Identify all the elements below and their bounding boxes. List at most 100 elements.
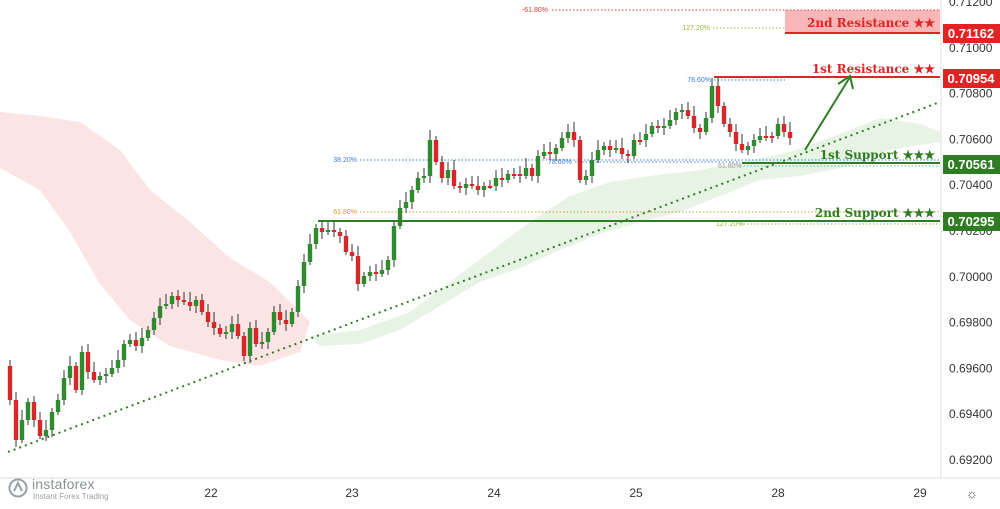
candle-body xyxy=(61,378,67,400)
candle-body xyxy=(751,140,757,146)
candle-body xyxy=(49,412,55,430)
y-tick-label-1: 0.71000 xyxy=(949,41,993,55)
candle-body xyxy=(349,252,355,256)
candle-body xyxy=(217,328,223,334)
candle-body xyxy=(499,178,505,180)
candle-body xyxy=(691,116,697,128)
candle-body xyxy=(271,312,277,332)
candle-body xyxy=(295,286,301,312)
candle-body xyxy=(769,136,775,138)
fib-label-7: 127.20% xyxy=(716,221,744,228)
candle-body xyxy=(595,150,601,160)
y-tick-label-6: 0.70000 xyxy=(949,270,993,284)
candle-body xyxy=(637,140,643,142)
candle-body xyxy=(619,148,625,154)
candle-body xyxy=(421,176,427,178)
candle-body xyxy=(73,366,79,390)
candle-body xyxy=(625,154,631,156)
y-tick-label-2: 0.70800 xyxy=(949,87,993,101)
fib-label-0: -61.80% xyxy=(522,7,548,14)
candle-body xyxy=(511,174,517,176)
candle-body xyxy=(343,236,349,252)
candle-body xyxy=(337,232,343,236)
candle-body xyxy=(241,336,247,356)
candle-body xyxy=(433,140,439,162)
ichimoku-cloud-bearish xyxy=(0,112,310,366)
candle-body xyxy=(79,352,85,390)
level-label-2nd-resistance: 2nd Resistance ★★ xyxy=(807,16,935,30)
y-tick-label-9: 0.69400 xyxy=(949,407,993,421)
candle-body xyxy=(391,226,397,260)
badge-2nd-resistance: 0.71162 xyxy=(943,24,1000,43)
support-trendline xyxy=(7,101,941,453)
candle-body xyxy=(649,126,655,134)
time-axis: 22 23 24 25 28 29 xyxy=(204,486,927,500)
candle-body xyxy=(235,324,241,336)
candle-body xyxy=(331,230,337,232)
candle-body xyxy=(547,152,553,154)
candle-body xyxy=(319,228,325,232)
candle-body xyxy=(19,420,25,440)
candle-body xyxy=(535,156,541,176)
level-label-1st-support: 1st Support ★★★ xyxy=(820,148,936,162)
badge-value-1st-support: 0.70561 xyxy=(948,157,995,172)
candle-body xyxy=(781,124,787,132)
badge-value-2nd-resistance: 0.71162 xyxy=(948,26,994,41)
candle-body xyxy=(661,126,667,128)
candle-body xyxy=(775,124,781,136)
gear-icon[interactable]: ☼ xyxy=(966,486,978,501)
candle-body xyxy=(763,136,769,138)
candle-body xyxy=(523,168,529,176)
candle-body xyxy=(703,118,709,132)
candle-body xyxy=(139,338,145,346)
badge-value-2nd-support: 0.70295 xyxy=(948,214,995,229)
candle-body xyxy=(211,322,217,328)
logo-tagline: Instant Forex Trading xyxy=(33,492,109,501)
candle-body xyxy=(529,168,535,176)
candle-body xyxy=(655,126,661,128)
instaforex-logo-icon xyxy=(8,478,28,498)
candle-body xyxy=(583,176,589,180)
candle-body xyxy=(127,340,133,344)
fibonacci-lines: -61.80% 127.20% 78.60% 38.20% 78.60% 61.80% 61… xyxy=(333,7,940,228)
candle-body xyxy=(355,256,361,284)
candle-body xyxy=(301,262,307,286)
candle-body xyxy=(259,342,265,344)
candle-body xyxy=(229,324,235,332)
candle-body xyxy=(175,296,181,300)
candle-body xyxy=(613,148,619,150)
badge-1st-resistance: 0.70954 xyxy=(943,69,1000,88)
candle-body xyxy=(427,140,433,176)
projection-arrow xyxy=(804,76,851,151)
candle-body xyxy=(667,120,673,126)
candle-body xyxy=(367,272,373,276)
candle-body xyxy=(439,162,445,178)
candle-body xyxy=(385,260,391,270)
candle-body xyxy=(745,146,751,150)
candle-body xyxy=(97,376,103,380)
x-tick-label-2: 24 xyxy=(487,486,501,500)
candle-body xyxy=(403,202,409,208)
candle-body xyxy=(157,306,163,318)
candle-body xyxy=(205,312,211,322)
candle-body xyxy=(253,328,259,344)
candle-body xyxy=(415,178,421,190)
fib-label-3: 38.20% xyxy=(333,157,357,164)
candle-body xyxy=(631,140,637,156)
candle-body xyxy=(133,340,139,346)
y-tick-label-7: 0.69800 xyxy=(949,316,993,330)
candle-body xyxy=(43,430,49,436)
candle-body xyxy=(559,138,565,148)
projection-arrowhead xyxy=(837,74,854,90)
candle-body xyxy=(505,174,511,180)
candle-body xyxy=(223,332,229,334)
y-tick-label-3: 0.70600 xyxy=(949,132,993,146)
candle-body xyxy=(379,270,385,274)
candle-body xyxy=(151,318,157,330)
candle-body xyxy=(307,244,313,262)
fib-label-6: 61.80% xyxy=(333,209,357,216)
candle-body xyxy=(37,420,43,436)
second-resistance-zone xyxy=(785,10,940,34)
candle-body xyxy=(85,352,91,372)
y-tick-label-10: 0.69200 xyxy=(949,453,993,467)
